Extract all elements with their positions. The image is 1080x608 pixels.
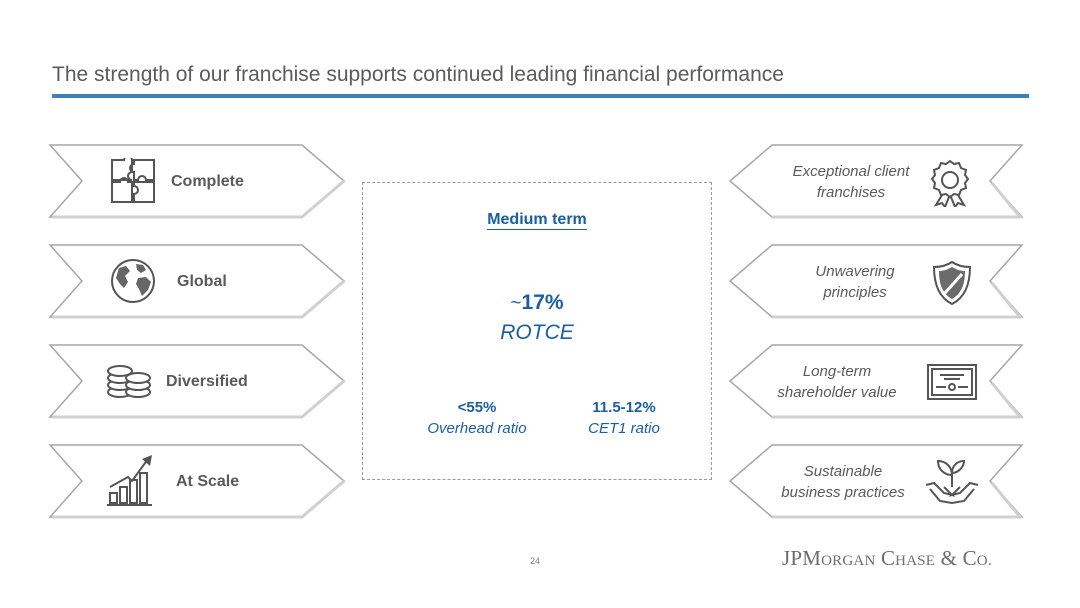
- page-number: 24: [530, 556, 541, 566]
- cet1-ratio-value: 11.5-12%: [592, 399, 656, 416]
- rotce-label: ROTCE: [500, 321, 574, 344]
- left-label-diversified: Diversified: [166, 373, 248, 390]
- medium-term-targets-box: Medium term ~17% ROTCE <55% Overhead rat…: [362, 182, 712, 480]
- rotce-value: ~17%: [510, 291, 564, 314]
- cet1-ratio-label: CET1 ratio: [588, 420, 660, 437]
- right-label-client-franchises: Exceptional client franchises: [792, 163, 910, 201]
- overhead-ratio-label: Overhead ratio: [427, 420, 527, 437]
- growth-chart-icon: [107, 455, 152, 506]
- puzzle-icon: [111, 158, 155, 203]
- title-underline: [52, 94, 1029, 98]
- right-label-sustainable-practices: Sustainable business practices: [781, 463, 905, 501]
- left-label-at-scale: At Scale: [176, 473, 240, 490]
- shield-icon: [932, 260, 972, 306]
- coin-stack-icon: [107, 365, 151, 398]
- jpmorgan-chase-logo: JPMORGAN CHASE & CO.: [782, 546, 992, 570]
- right-chevron-sustainable-practices: Sustainable business practices: [726, 443, 1026, 519]
- right-label-shareholder-value: Long-term shareholder value: [777, 363, 897, 401]
- left-label-complete: Complete: [171, 173, 244, 190]
- award-ribbon-icon: [930, 159, 970, 207]
- left-chevron-global: Global: [48, 243, 348, 319]
- right-chevron-principles: Unwavering principles: [726, 243, 1026, 319]
- left-chevron-diversified: Diversified: [48, 343, 348, 419]
- cet1-ratio-metric: 11.5-12% CET1 ratio: [549, 399, 699, 437]
- left-label-global: Global: [177, 273, 227, 290]
- certificate-icon: [927, 364, 977, 400]
- right-chevron-client-franchises: Exceptional client franchises: [726, 143, 1026, 219]
- left-chevron-complete: Complete: [48, 143, 348, 219]
- overhead-ratio-metric: <55% Overhead ratio: [402, 399, 552, 437]
- overhead-ratio-value: <55%: [457, 399, 497, 416]
- globe-icon: [111, 259, 155, 303]
- medium-term-heading: Medium term: [487, 211, 587, 230]
- page-title: The strength of our franchise supports c…: [52, 63, 784, 86]
- right-label-principles: Unwavering principles: [815, 263, 895, 301]
- left-chevron-at-scale: At Scale: [48, 443, 348, 519]
- plant-hands-icon: [925, 459, 979, 505]
- right-chevron-shareholder-value: Long-term shareholder value: [726, 343, 1026, 419]
